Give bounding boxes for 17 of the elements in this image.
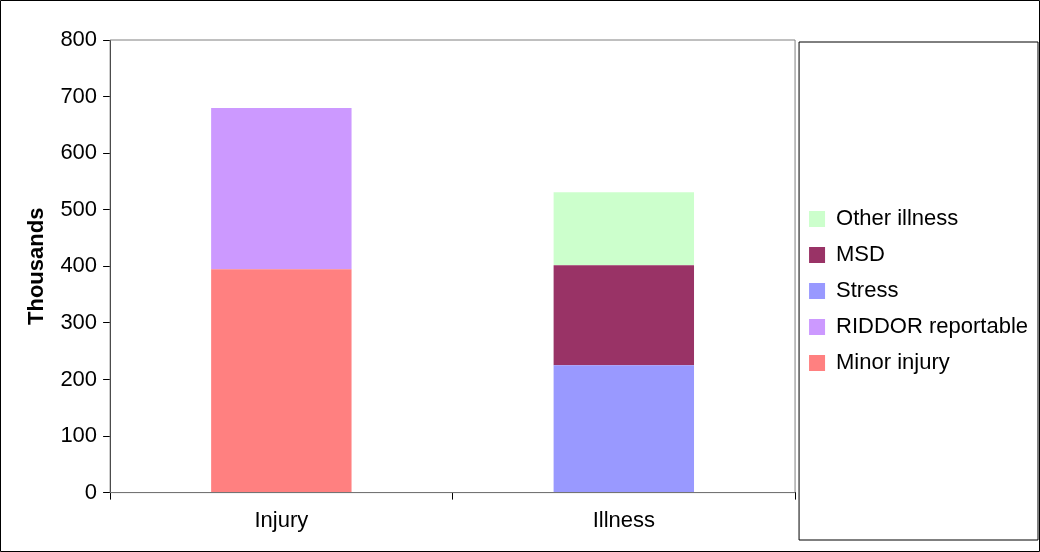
y-axis-title: Thousands [23,207,49,325]
y-tick-label: 200 [60,365,98,391]
legend-label: MSD [836,241,885,267]
legend-label: RIDDOR reportable [836,313,1028,339]
y-tick-label: 600 [60,139,98,165]
x-tick-label: Illness [592,506,655,532]
y-tick-label: 0 [84,478,98,504]
legend-label: Minor injury [836,349,950,375]
y-tick-label: 300 [60,308,98,334]
y-tick-label: 500 [60,195,98,221]
y-tick-label: 700 [60,82,98,108]
legend-label: Stress [836,277,899,303]
y-tick-label: 800 [60,26,98,52]
y-tick-label: 400 [60,252,98,278]
x-tick-label: Injury [254,506,309,532]
legend-label: Other illness [836,205,959,231]
y-tick-label: 100 [60,422,98,448]
